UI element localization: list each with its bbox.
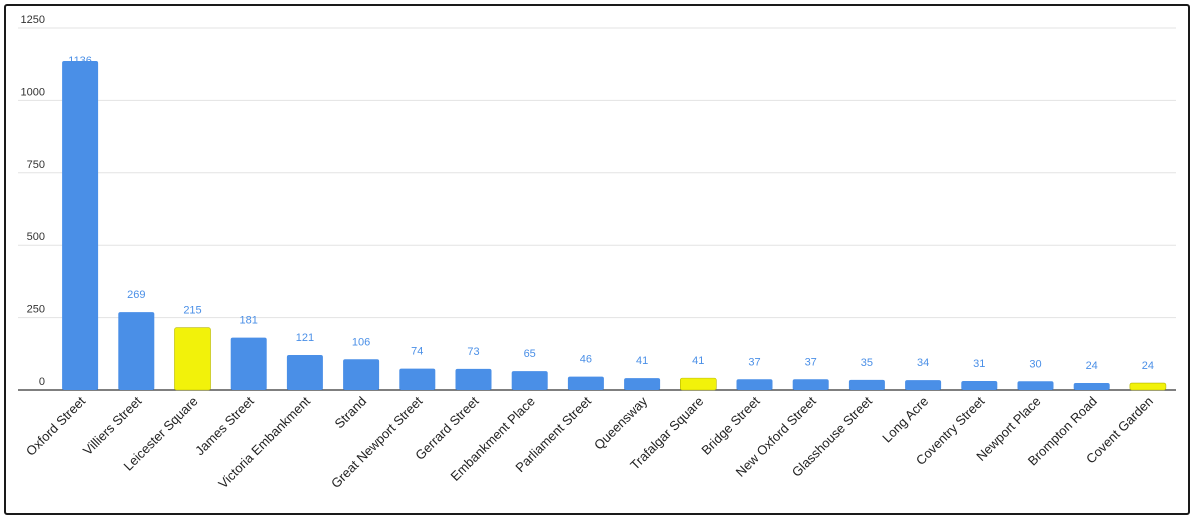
x-tick-label: Long Acre <box>879 394 931 446</box>
bar <box>961 381 998 390</box>
y-tick-label: 250 <box>27 304 45 316</box>
bar <box>174 327 211 391</box>
data-label: 37 <box>805 356 817 368</box>
data-label: 73 <box>467 346 479 358</box>
data-label: 34 <box>917 357 929 369</box>
data-label: 46 <box>580 354 592 366</box>
data-label: 65 <box>524 348 536 360</box>
bar <box>624 378 661 390</box>
data-label: 215 <box>183 305 201 317</box>
data-label: 31 <box>973 358 985 370</box>
bar <box>1073 383 1110 390</box>
bars <box>62 61 1167 391</box>
data-label: 106 <box>352 336 370 348</box>
bar <box>905 380 942 390</box>
bar <box>343 359 380 390</box>
bar <box>1129 382 1167 391</box>
bar <box>455 368 492 390</box>
bar <box>736 379 773 390</box>
y-axis-ticks: 0 250 500 750 1000 1250 <box>21 14 45 388</box>
y-tick-label: 500 <box>27 231 45 243</box>
bar <box>230 337 267 390</box>
bar <box>399 368 436 390</box>
data-labels: 1136 269 215 181 121 106 74 73 65 46 41 41 37 37 35 34 3… <box>68 55 1154 372</box>
bar <box>679 377 717 391</box>
y-tick-label: 1000 <box>21 86 45 98</box>
x-tick-label: Victoria Embankment <box>215 393 313 491</box>
data-label: 24 <box>1086 360 1098 372</box>
data-label: 181 <box>240 315 258 327</box>
y-tick-label: 0 <box>39 376 45 388</box>
bar <box>792 379 829 390</box>
data-label: 24 <box>1142 360 1154 372</box>
bar <box>62 61 99 390</box>
bar <box>118 312 155 390</box>
data-label: 1136 <box>68 55 92 67</box>
x-tick-label: Oxford Street <box>23 393 89 459</box>
bar <box>848 379 885 390</box>
y-tick-label: 750 <box>27 159 45 171</box>
bar <box>567 376 604 390</box>
data-label: 35 <box>861 357 873 369</box>
y-tick-label: 1250 <box>21 14 45 26</box>
x-tick-label: Queensway <box>591 393 651 453</box>
data-label: 269 <box>127 289 145 301</box>
data-label: 41 <box>692 355 704 367</box>
data-label: 74 <box>411 346 423 358</box>
data-label: 37 <box>748 356 760 368</box>
chart-frame <box>4 4 1190 515</box>
bar <box>286 354 323 390</box>
data-label: 30 <box>1029 358 1041 370</box>
data-label: 121 <box>296 332 314 344</box>
x-tick-label: Strand <box>332 394 370 432</box>
data-label: 41 <box>636 355 648 367</box>
bar <box>1017 381 1054 390</box>
bar <box>511 371 548 390</box>
x-tick-label: Great Newport Street <box>328 393 426 491</box>
